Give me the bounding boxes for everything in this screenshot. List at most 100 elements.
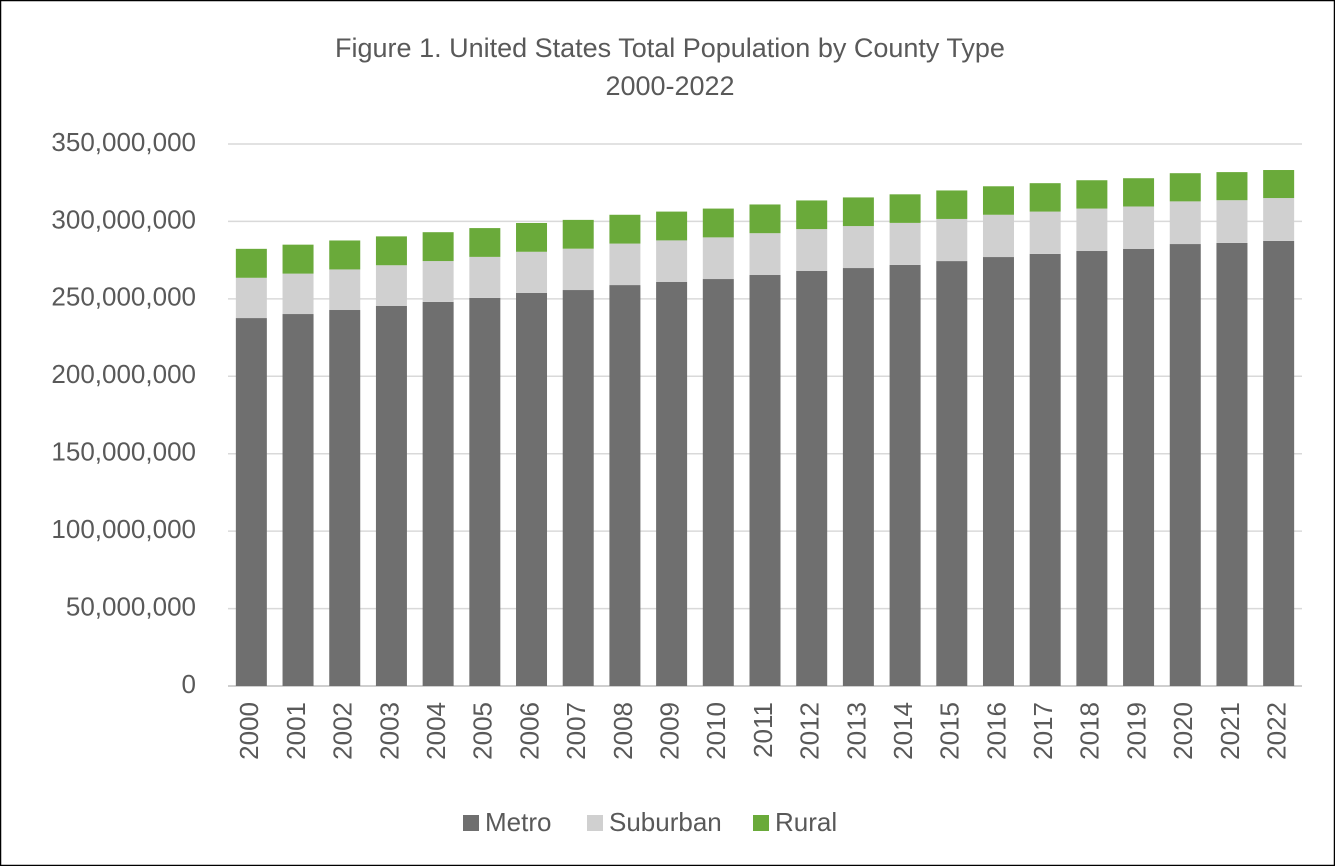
bar-segment xyxy=(1029,253,1061,686)
bar-segment xyxy=(1263,198,1295,241)
bar-segment xyxy=(889,264,921,686)
x-tick-label: 2020 xyxy=(1168,702,1198,760)
bar-segment xyxy=(282,244,314,274)
bar-segment xyxy=(516,222,548,252)
x-tick-label: 2019 xyxy=(1121,702,1151,760)
bar-segment xyxy=(1263,240,1295,687)
bar-segment xyxy=(936,190,968,219)
bar-segment xyxy=(1169,173,1201,202)
x-tick-label: 2007 xyxy=(561,702,591,760)
bar-segment xyxy=(282,314,314,686)
bar-segment xyxy=(982,214,1014,258)
x-tick-label: 2010 xyxy=(701,702,731,760)
legend-label: Metro xyxy=(485,807,551,837)
x-tick-label: 2012 xyxy=(795,702,825,760)
chart-subtitle: 2000-2022 xyxy=(605,71,734,101)
bar-segment xyxy=(889,222,921,265)
bar-segment xyxy=(235,318,267,686)
x-tick-label: 2013 xyxy=(841,702,871,760)
bar-segment xyxy=(329,269,361,311)
bar-segment xyxy=(749,275,781,686)
bar-segment xyxy=(562,248,594,291)
x-tick-label: 2005 xyxy=(468,702,498,760)
bar-segment xyxy=(1216,242,1248,686)
bar-segment xyxy=(1029,211,1061,254)
x-tick-label: 2017 xyxy=(1028,702,1058,760)
bar-segment xyxy=(562,290,594,686)
bar-segment xyxy=(936,261,968,686)
bar-segment xyxy=(796,229,828,271)
bar-segment xyxy=(422,261,454,302)
x-tick-label: 2001 xyxy=(281,702,311,760)
y-tick-label: 250,000,000 xyxy=(51,282,196,312)
bar-segment xyxy=(656,281,688,686)
legend-swatch xyxy=(463,815,479,831)
bar-segment xyxy=(609,285,641,686)
chart-title: Figure 1. United States Total Population… xyxy=(335,33,1005,63)
bar-segment xyxy=(422,301,454,686)
x-tick-label: 2008 xyxy=(608,702,638,760)
legend-label: Suburban xyxy=(609,807,722,837)
y-tick-label: 50,000,000 xyxy=(66,591,196,621)
bar-segment xyxy=(982,186,1014,215)
bar-segment xyxy=(609,214,641,244)
y-tick-label: 100,000,000 xyxy=(51,514,196,544)
x-tick-label: 2015 xyxy=(935,702,965,760)
bar-segment xyxy=(982,257,1014,686)
bar-segment xyxy=(562,219,594,249)
x-tick-label: 2014 xyxy=(888,702,918,760)
bar-segment xyxy=(702,279,734,686)
x-tick-label: 2009 xyxy=(654,702,684,760)
y-tick-label: 300,000,000 xyxy=(51,204,196,234)
bar-segment xyxy=(609,243,641,286)
bar-segment xyxy=(329,310,361,686)
bar-segment xyxy=(1169,201,1201,245)
bar-segment xyxy=(516,251,548,293)
legend-swatch xyxy=(753,815,769,831)
bar-segment xyxy=(1169,244,1201,686)
bar-segment xyxy=(375,265,407,306)
bar-segment xyxy=(702,237,734,280)
bar-segment xyxy=(702,208,734,238)
bar-segment xyxy=(656,211,688,241)
x-tick-label: 2002 xyxy=(328,702,358,760)
bar-segment xyxy=(1216,172,1248,201)
y-tick-label: 150,000,000 xyxy=(51,437,196,467)
bar-segment xyxy=(235,277,267,319)
bar-segment xyxy=(796,270,828,686)
bar-segment xyxy=(1123,248,1155,686)
bar-segment xyxy=(889,194,921,223)
bar-segment xyxy=(796,200,828,230)
bar-segment xyxy=(842,197,874,227)
bar-segment xyxy=(329,240,361,270)
bar-segment xyxy=(516,292,548,686)
bar-segment xyxy=(1123,206,1155,249)
bar-segment xyxy=(1029,183,1061,212)
x-tick-label: 2016 xyxy=(981,702,1011,760)
x-tick-label: 2011 xyxy=(748,702,778,758)
legend-label: Rural xyxy=(775,807,837,837)
bar-segment xyxy=(375,236,407,266)
bar-segment xyxy=(842,268,874,686)
bar-segment xyxy=(656,240,688,282)
x-tick-label: 2003 xyxy=(374,702,404,760)
bar-segment xyxy=(1076,180,1108,209)
bar-segment xyxy=(1076,251,1108,686)
bar-segment xyxy=(749,204,781,234)
bar-segment xyxy=(469,228,501,257)
bar-segment xyxy=(1216,200,1248,243)
bar-segment xyxy=(422,232,454,262)
x-tick-label: 2000 xyxy=(234,702,264,760)
x-tick-label: 2018 xyxy=(1075,702,1105,760)
bar-segment xyxy=(235,248,267,278)
x-tick-label: 2022 xyxy=(1262,702,1292,760)
bar-segment xyxy=(749,233,781,276)
bar-segment xyxy=(1076,208,1108,252)
bar-segment xyxy=(375,305,407,686)
bar-segment xyxy=(469,297,501,686)
bar-segment xyxy=(1123,178,1155,207)
bar-segment xyxy=(1263,170,1295,199)
legend-swatch xyxy=(587,815,603,831)
y-tick-label: 350,000,000 xyxy=(51,127,196,157)
